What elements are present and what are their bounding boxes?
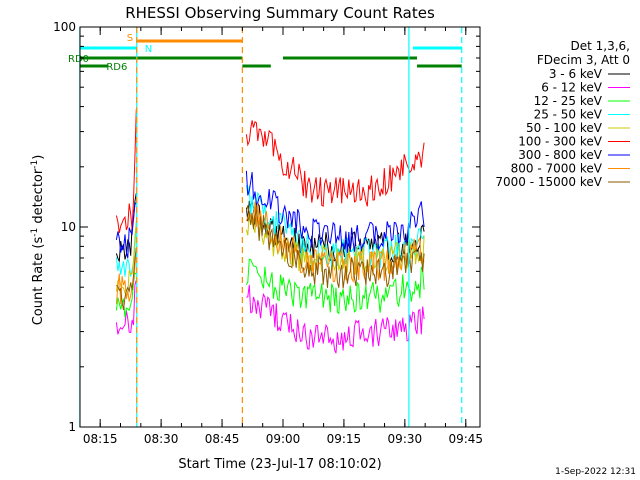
series-line [245,205,425,289]
legend-label: 100 - 300 keV [518,135,602,149]
x-tick-label: 08:30 [144,432,179,446]
legend-label: 800 - 7000 keV [511,162,603,176]
flag-label-rd0: RD0 [68,54,89,65]
chart-title: RHESSI Observing Summary Count Rates [125,4,435,22]
x-tick-label: 08:15 [83,432,118,446]
y-tick-label: 10 [61,220,76,234]
y-axis: 1 10 100 [53,20,480,434]
series-line [245,212,425,277]
legend-label: 300 - 800 keV [518,148,602,162]
series-line [245,170,425,253]
series-line [115,109,137,234]
y-axis-label-mid: detector [31,168,46,228]
legend-label: 7000 - 15000 keV [495,175,602,189]
legend-label: 50 - 100 keV [526,121,603,135]
x-tick-label: 09:00 [266,432,301,446]
legend-header-line2: FDecim 3, Att 0 [537,53,630,67]
series-line [245,120,425,207]
flag-bars: S N RD0 RD6 [68,33,462,73]
y-axis-label-end: ) [31,155,46,160]
legend-label: 3 - 6 keV [549,67,603,81]
flag-label-s: S [127,33,133,44]
data-series [115,109,425,354]
y-axis-label-sup1: -1 [30,228,40,237]
x-tick-label: 09:45 [448,432,483,446]
series-line [115,202,137,259]
series-line [116,247,137,311]
y-axis-label-main: Count Rate (s [31,237,46,326]
legend-label: 6 - 12 keV [541,81,603,95]
series-line [115,271,137,318]
series-line [246,284,425,354]
legend-label: 12 - 25 keV [534,94,603,108]
x-tick-label: 09:15 [327,432,362,446]
x-tick-label: 08:45 [205,432,240,446]
x-axis-label: Start Time (23-Jul-17 08:10:02) [178,457,381,472]
legend-header-line1: Det 1,3,6, [571,39,631,53]
series-line [245,258,425,315]
flag-label-rd6: RD6 [106,62,127,73]
y-tick-label: 1 [68,420,76,434]
legend-label: 25 - 50 keV [534,108,603,122]
y-tick-label: 100 [53,20,76,34]
series-line [245,201,425,284]
y-axis-label: Count Rate (s-1 detector-1) [30,155,46,326]
x-tick-label: 09:30 [388,432,423,446]
x-axis: 08:15 08:30 08:45 09:00 09:15 09:30 09:45 [83,27,483,446]
y-axis-label-sup2: -1 [30,160,40,169]
flag-label-n: N [145,44,152,55]
timestamp: 1-Sep-2022 12:31 [555,467,636,477]
